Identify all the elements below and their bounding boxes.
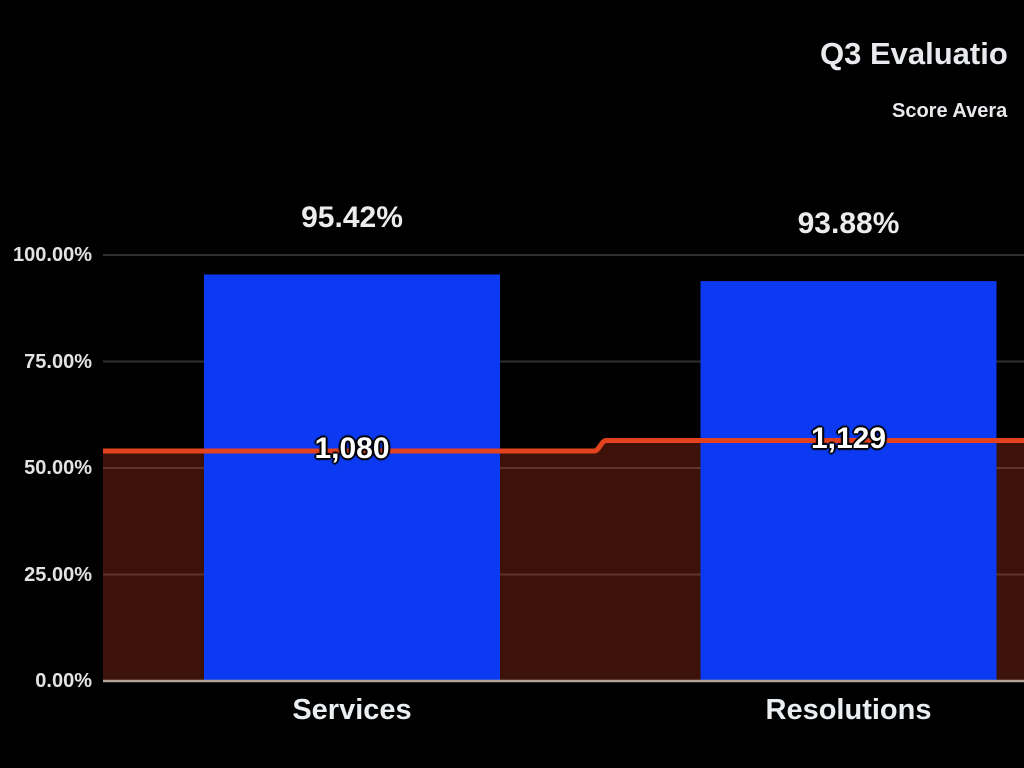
bar-value-label-resolutions: 93.88% bbox=[797, 207, 900, 241]
line-series-path[interactable] bbox=[103, 438, 1024, 454]
legend-swatch-icon bbox=[850, 101, 872, 123]
y-tick-50: 50.00% bbox=[24, 457, 92, 479]
bar-services[interactable] bbox=[204, 274, 500, 681]
bar-value-label-services: 95.42% bbox=[301, 200, 403, 234]
y-tick-25: 25.00% bbox=[24, 563, 92, 586]
line-value-label-resolutions: 1,129 bbox=[810, 421, 887, 455]
x-axis-label-services: Services bbox=[292, 694, 412, 726]
x-axis-label-resolutions: Resolutions bbox=[765, 694, 932, 726]
chart-title: Q3 Evaluatio bbox=[820, 36, 1008, 71]
y-tick-100: 100.00% bbox=[13, 244, 92, 266]
legend[interactable]: Score Avera bbox=[850, 100, 1007, 123]
line-value-label-services: 1,080 bbox=[314, 431, 390, 465]
y-tick-0: 0.00% bbox=[35, 670, 92, 692]
bar-resolutions[interactable] bbox=[700, 281, 997, 681]
legend-label: Score Avera bbox=[892, 100, 1008, 122]
y-tick-75: 75.00% bbox=[24, 350, 92, 373]
